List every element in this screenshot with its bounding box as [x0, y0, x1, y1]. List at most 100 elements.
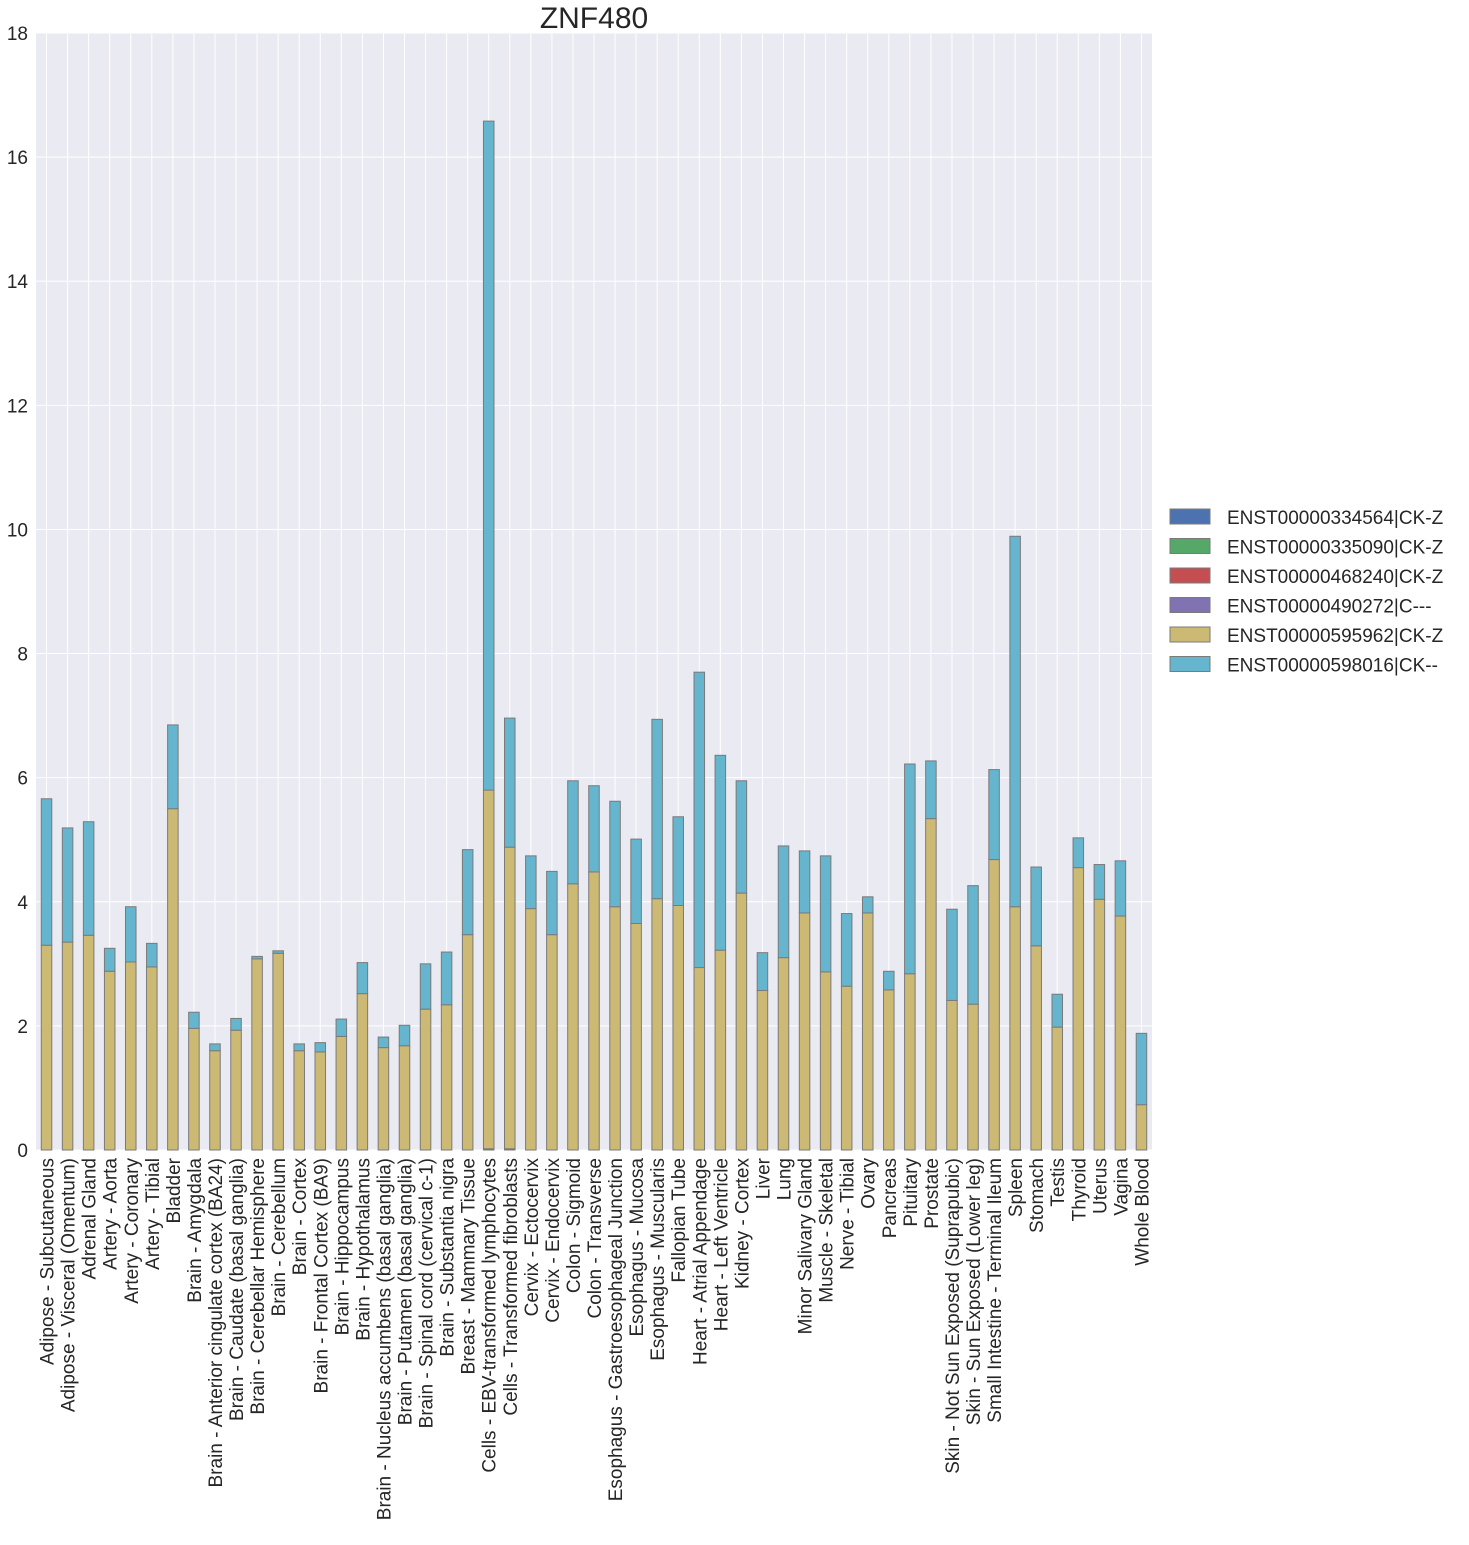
bar-segment	[188, 1027, 200, 1151]
legend-swatch	[1169, 567, 1211, 584]
bar-segment	[230, 1017, 242, 1031]
bar-segment	[167, 724, 179, 810]
x-tick-label: Lung	[775, 1158, 796, 1200]
bar-segment	[103, 947, 116, 972]
x-tick-label: Breast - Mammary Tissue	[459, 1158, 480, 1374]
x-tick-label: Brain - Nucleus accumbens (basal ganglia…	[374, 1158, 395, 1520]
x-axis: Adipose - Subcutaneous Adipose - Visceral…	[38, 1157, 1154, 1520]
bar-segment	[546, 870, 558, 936]
bar-segment	[1030, 866, 1042, 947]
x-tick-label: Ovary	[859, 1158, 880, 1209]
x-tick-label: Cervix - Endocervix	[543, 1158, 564, 1323]
bar-segment	[251, 958, 263, 1151]
y-tick-label: 10	[7, 520, 28, 541]
x-tick-label: Skin - Not Sun Exposed (Suprapubic)	[943, 1158, 964, 1474]
y-axis: 0 2 4 6 8 10 12 14 16 18	[7, 24, 29, 1162]
bar-segment	[777, 845, 790, 959]
bar-segment	[356, 993, 369, 1151]
x-tick-label: Whole Blood	[1132, 1158, 1153, 1266]
x-tick-label: Adipose - Subcutaneous	[38, 1158, 59, 1365]
bar-segment	[1093, 864, 1106, 900]
bar-segment	[840, 913, 853, 987]
y-tick-label: 6	[17, 769, 28, 790]
y-tick-label: 8	[17, 645, 28, 666]
bar-segment	[251, 955, 263, 960]
bar-segment	[714, 754, 727, 951]
bar-segment	[609, 906, 621, 1151]
bar-segment	[630, 922, 642, 1151]
bar-segment	[756, 990, 769, 1151]
bar-segment	[209, 1050, 221, 1151]
bar-segment	[861, 896, 874, 914]
bar-segment	[314, 1051, 327, 1151]
bar-segment	[40, 798, 53, 946]
x-tick-label: Uterus	[1090, 1158, 1111, 1214]
x-tick-label: Artery - Tibial	[143, 1158, 164, 1270]
bar-segment	[482, 120, 495, 791]
bar-segment	[167, 808, 179, 1151]
bar-segment	[567, 883, 579, 1151]
bar-segment	[82, 934, 95, 1151]
bar-segment	[1051, 1026, 1064, 1151]
bar-segment	[293, 1043, 305, 1052]
bar-segment	[103, 970, 116, 1151]
bar-segment	[146, 966, 158, 1151]
bar-segment	[230, 1029, 242, 1151]
bar-segment	[335, 1018, 348, 1037]
bar-segment	[967, 1003, 979, 1151]
bar-segment	[588, 785, 600, 873]
x-tick-label: Thyroid	[1069, 1158, 1090, 1221]
x-tick-label: Spleen	[1006, 1158, 1027, 1217]
bar-segment	[988, 769, 1000, 861]
x-tick-label: Liver	[753, 1157, 774, 1199]
legend-swatch	[1169, 508, 1211, 525]
bar-segment	[967, 885, 979, 1005]
bar-segment	[398, 1024, 411, 1047]
bar-segment	[630, 838, 642, 924]
bar-segment	[82, 821, 95, 936]
x-tick-label: Skin - Sun Exposed (Lower leg)	[964, 1158, 985, 1425]
bar-segment	[482, 789, 495, 1150]
bar-segment	[651, 718, 663, 900]
bar-segment	[504, 846, 516, 1150]
bar-segment	[525, 855, 537, 910]
bar-segment	[651, 898, 663, 1151]
x-tick-label: Prostate	[922, 1158, 943, 1229]
bar-segment	[124, 961, 137, 1151]
x-tick-label: Heart - Left Ventricle	[711, 1158, 732, 1331]
bar-segment	[461, 934, 474, 1151]
x-tick-label: Brain - Spinal cord (cervical c-1)	[417, 1158, 438, 1428]
bar-segment	[440, 951, 453, 1006]
bar-segment	[693, 967, 706, 1151]
bar-segment	[1030, 945, 1042, 1151]
bar-segment	[588, 871, 600, 1151]
x-tick-label: Brain - Cerebellar Hemisphere	[248, 1158, 269, 1415]
bar-segment	[672, 816, 684, 907]
bar-segment	[461, 849, 474, 936]
bar-segment	[798, 850, 811, 914]
bar-segment	[1135, 1104, 1148, 1151]
x-tick-label: Brain - Frontal Cortex (BA9)	[311, 1158, 332, 1393]
bar-segment	[735, 892, 748, 1151]
legend-swatch	[1169, 538, 1211, 554]
legend-label: ENST00000334564|CK-Z	[1227, 508, 1444, 529]
x-tick-label: Nerve - Tibial	[838, 1158, 859, 1270]
bar-segment	[1114, 860, 1127, 917]
legend-label: ENST00000468240|CK-Z	[1227, 567, 1444, 588]
bar-segment	[546, 934, 558, 1151]
bar-segment	[925, 760, 937, 820]
bar-segment	[883, 989, 895, 1151]
x-tick-label: Esophagus - Gastroesophageal Junction	[606, 1158, 627, 1501]
y-tick-label: 14	[7, 272, 29, 293]
legend-swatch	[1169, 656, 1211, 672]
bar-segment	[272, 950, 284, 954]
y-tick-label: 16	[7, 148, 28, 169]
x-tick-label: Brain - Hypothalamus	[353, 1158, 374, 1341]
x-tick-label: Pancreas	[880, 1158, 901, 1238]
legend-label: ENST00000595962|CK-Z	[1227, 626, 1444, 647]
bar-segment	[419, 963, 432, 1010]
x-tick-label: Cells - Transformed fibroblasts	[501, 1158, 522, 1416]
bar-segment	[861, 912, 874, 1151]
x-tick-label: Esophagus - Muscularis	[648, 1158, 669, 1361]
bar-segment	[61, 941, 74, 1151]
